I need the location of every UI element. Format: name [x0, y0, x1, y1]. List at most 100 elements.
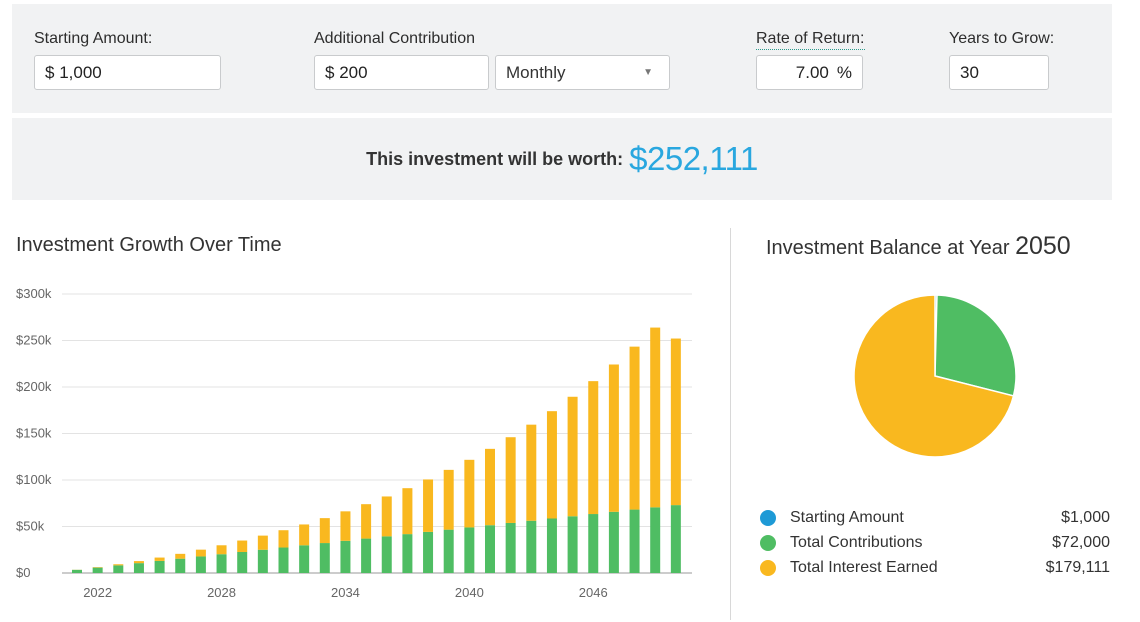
result-value: $252,111 — [629, 140, 758, 177]
contributions-bar — [195, 556, 206, 573]
interest-bar — [278, 530, 289, 548]
additional-contribution-label: Additional Contribution — [314, 30, 475, 47]
result-label: This investment will be worth: — [366, 148, 624, 169]
interest-bar — [546, 411, 557, 519]
x-tick-label: 2028 — [207, 585, 236, 600]
pie-legend: Starting Amount $1,000 Total Contributio… — [760, 505, 1110, 580]
interest-bar — [195, 549, 206, 557]
interest-bar — [443, 469, 454, 530]
interest-bar — [670, 338, 681, 506]
contributions-bar — [154, 560, 165, 573]
interest-bar — [154, 557, 165, 561]
legend-value: $72,000 — [1052, 533, 1110, 551]
interest-bar — [464, 459, 475, 528]
contributions-bar — [485, 525, 495, 573]
contributions-bar — [505, 522, 516, 573]
interest-bar — [505, 437, 516, 523]
contributions-bar — [216, 554, 227, 573]
total-contributions-dot-icon — [760, 534, 776, 551]
starting-amount-label: Starting Amount: — [34, 30, 153, 47]
y-tick-label: $150k — [16, 426, 52, 441]
x-tick-label: 2040 — [455, 585, 484, 600]
years-to-grow-label: Years to Grow: — [949, 30, 1055, 47]
rate-of-return-input[interactable]: 7.00 % — [756, 55, 863, 90]
contributions-bar — [588, 514, 599, 573]
interest-bar — [608, 364, 619, 512]
frequency-value: Monthly — [506, 62, 566, 82]
legend-item-starting-amount: Starting Amount $1,000 — [760, 505, 1110, 530]
contributions-bar — [546, 518, 557, 573]
total-contributions-slice — [934, 294, 1017, 397]
total-interest-slice — [853, 294, 1015, 458]
y-tick-label: $100k — [16, 472, 52, 487]
interest-bar — [650, 327, 661, 508]
rate-value: 7.00 — [795, 62, 829, 82]
pie-title-year: 2050 — [1015, 232, 1071, 260]
interest-bar — [340, 511, 351, 541]
result-panel: This investment will be worth: $252,111 — [12, 118, 1112, 200]
contributions-bar — [650, 507, 661, 573]
rate-of-return-label[interactable]: Rate of Return: — [756, 30, 865, 50]
legend-name: Starting Amount — [790, 508, 904, 526]
contributions-bar — [629, 509, 640, 573]
contributions-bar — [340, 540, 351, 573]
starting-amount-dot-icon — [760, 509, 776, 526]
years-to-grow-input[interactable]: 30 — [949, 55, 1049, 90]
contribution-frequency-select[interactable]: Monthly ▼ — [495, 55, 670, 90]
starting-amount-currency: $ — [45, 62, 55, 82]
contribution-value: 200 — [339, 62, 368, 82]
y-tick-label: $300k — [16, 286, 52, 301]
contribution-currency: $ — [325, 62, 335, 82]
contributions-bar — [670, 505, 681, 573]
y-tick-label: $200k — [16, 379, 52, 394]
interest-bar — [319, 518, 330, 544]
interest-bar — [423, 479, 434, 532]
starting-amount-value: 1,000 — [59, 62, 102, 82]
contributions-bar — [133, 563, 144, 573]
interest-bar — [113, 564, 124, 566]
x-tick-label: 2046 — [579, 585, 608, 600]
additional-contribution-input[interactable]: $ 200 — [314, 55, 489, 90]
legend-item-total-interest: Total Interest Earned $179,111 — [760, 555, 1110, 580]
legend-value: $1,000 — [1061, 508, 1110, 526]
contributions-bar — [443, 529, 454, 573]
contributions-bar — [299, 545, 310, 573]
contributions-bar — [237, 551, 248, 573]
starting-amount-input[interactable]: $ 1,000 — [34, 55, 221, 90]
y-tick-label: $50k — [16, 519, 45, 534]
interest-bar — [361, 504, 372, 539]
chevron-down-icon: ▼ — [643, 67, 653, 78]
x-tick-label: 2034 — [331, 585, 360, 600]
legend-value: $179,111 — [1045, 558, 1110, 576]
interest-bar — [216, 545, 227, 555]
y-tick-label: $250k — [16, 333, 52, 348]
chart-divider — [730, 228, 731, 620]
x-tick-label: 2022 — [83, 585, 112, 600]
contributions-bar — [361, 538, 372, 573]
interest-bar — [381, 496, 392, 537]
interest-bar — [588, 381, 599, 515]
contributions-bar — [526, 520, 537, 573]
contributions-bar — [423, 531, 434, 573]
growth-chart: $0 $50k $100k $150k $200k $250k $300k 2022 2028 2… — [16, 286, 692, 600]
contributions-bar — [92, 567, 103, 573]
inputs-panel: Starting Amount: $ 1,000 Additional Cont… — [12, 4, 1112, 113]
contributions-bar — [402, 534, 413, 573]
legend-name: Total Contributions — [790, 533, 923, 551]
interest-bar — [526, 424, 537, 521]
legend-item-total-contributions: Total Contributions $72,000 — [760, 530, 1110, 555]
contributions-bar — [278, 547, 289, 573]
interest-bar — [402, 488, 413, 535]
contributions-bar — [257, 549, 268, 573]
interest-bar — [485, 448, 495, 526]
contributions-bar — [113, 565, 124, 573]
interest-bar — [237, 540, 248, 552]
contributions-bar — [381, 536, 392, 573]
interest-bar — [257, 535, 268, 550]
interest-bar — [567, 396, 578, 517]
contributions-bar — [608, 511, 619, 573]
pie-title-prefix: Investment Balance at Year — [766, 237, 1010, 259]
y-tick-label: $0 — [16, 565, 30, 580]
contributions-bar — [72, 569, 82, 573]
total-interest-dot-icon — [760, 559, 776, 576]
